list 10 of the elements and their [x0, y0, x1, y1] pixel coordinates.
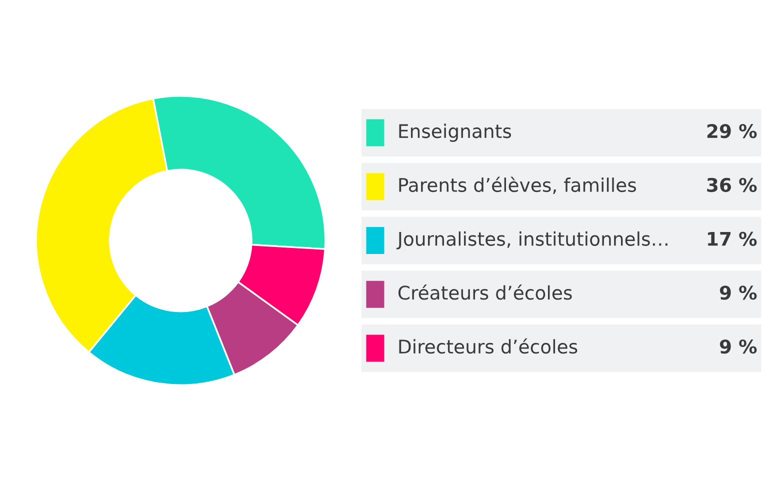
data-label: 36 % [707, 178, 757, 192]
legend-label: Parents d’élèves, familles [399, 176, 636, 194]
legend-label: Journalistes, institutionnels… [396, 231, 668, 250]
legend-label: Créateurs d’écoles [398, 284, 572, 300]
data-label: 9 % [720, 286, 757, 300]
data-label: 9 % [720, 340, 757, 354]
legend-label: Directeurs d’écoles [399, 338, 578, 354]
legend-label: Enseignants [399, 124, 512, 142]
data-label: 17 % [708, 232, 757, 246]
data-label: 29 % [707, 124, 757, 138]
